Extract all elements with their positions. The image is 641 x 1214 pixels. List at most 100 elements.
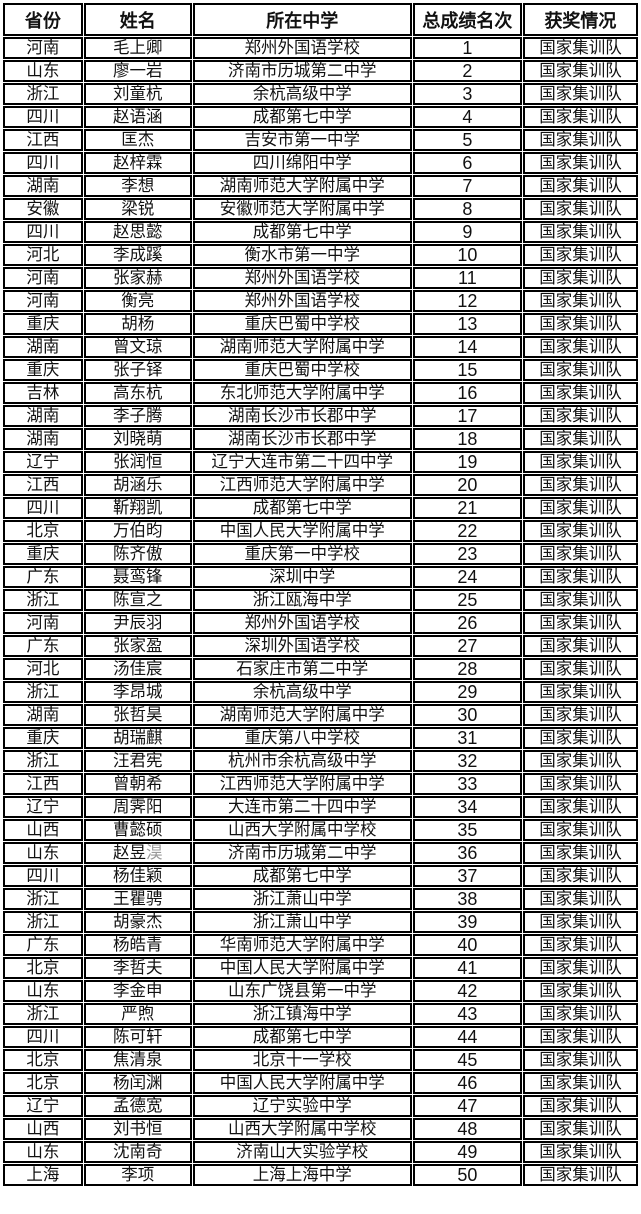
table-row: 北京 万伯昀 中国人民大学附属中学 22 国家集训队 [3, 520, 638, 542]
name-cell: 李项 [83, 1164, 192, 1186]
rank-cell: 42 [412, 980, 522, 1002]
school-cell: 济南山大实验学校 [192, 1141, 412, 1163]
school-cell: 深圳外国语学校 [192, 635, 412, 657]
award-cell: 国家集训队 [522, 1164, 638, 1186]
school-cell: 杭州市余杭高级中学 [192, 750, 412, 772]
award-cell: 国家集训队 [522, 497, 638, 519]
school-cell: 中国人民大学附属中学 [192, 520, 412, 542]
province-cell: 山西 [3, 819, 83, 841]
table-row: 北京 李哲夫 中国人民大学附属中学 41 国家集训队 [3, 957, 638, 979]
school-cell: 浙江萧山中学 [192, 911, 412, 933]
award-cell: 国家集训队 [522, 83, 638, 105]
province-cell: 北京 [3, 957, 83, 979]
table-row: 四川 陈可轩 成都第七中学 44 国家集训队 [3, 1026, 638, 1048]
school-cell: 重庆巴蜀中学校 [192, 313, 412, 335]
table-row: 山东 沈南奇 济南山大实验学校 49 国家集训队 [3, 1141, 638, 1163]
student-name: 汤佳宸 [113, 659, 163, 678]
award-cell: 国家集训队 [522, 888, 638, 910]
student-name: 李成蹊 [113, 245, 163, 264]
rank-cell: 11 [412, 267, 522, 289]
student-name: 张家盈 [113, 636, 163, 655]
student-name: 赵昱 [113, 843, 146, 862]
province-cell: 浙江 [3, 83, 83, 105]
province-cell: 山东 [3, 842, 83, 864]
student-name: 陈齐傲 [113, 544, 163, 563]
student-name: 刘书恒 [113, 1119, 163, 1138]
rank-cell: 22 [412, 520, 522, 542]
name-cell: 杨闰渊 [83, 1072, 192, 1094]
rank-cell: 4 [412, 106, 522, 128]
student-name: 张家赫 [113, 268, 163, 287]
rank-cell: 50 [412, 1164, 522, 1186]
province-cell: 北京 [3, 520, 83, 542]
province-cell: 广东 [3, 566, 83, 588]
rank-cell: 7 [412, 175, 522, 197]
school-cell: 湖南师范大学附属中学 [192, 175, 412, 197]
school-cell: 湖南长沙市长郡中学 [192, 405, 412, 427]
province-cell: 河南 [3, 267, 83, 289]
name-cell: 靳翔凯 [83, 497, 192, 519]
school-cell: 湖南师范大学附属中学 [192, 704, 412, 726]
student-name: 胡瑞麒 [113, 728, 163, 747]
table-row: 河北 李成蹊 衡水市第一中学 10 国家集训队 [3, 244, 638, 266]
province-cell: 辽宁 [3, 796, 83, 818]
student-name: 焦清泉 [113, 1050, 163, 1069]
school-cell: 济南市历城第二中学 [192, 842, 412, 864]
results-table-body: 河南 毛上卿 郑州外国语学校 1 国家集训队 山东 廖一岩 济南市历城第二中学 2 国家集训队 浙江… [3, 37, 638, 1186]
name-cell: 李昂城 [83, 681, 192, 703]
rank-cell: 5 [412, 129, 522, 151]
rank-cell: 21 [412, 497, 522, 519]
school-cell: 郑州外国语学校 [192, 267, 412, 289]
rank-cell: 23 [412, 543, 522, 565]
province-cell: 山西 [3, 1118, 83, 1140]
award-cell: 国家集训队 [522, 106, 638, 128]
rank-cell: 13 [412, 313, 522, 335]
name-cell: 陈宣之 [83, 589, 192, 611]
school-cell: 山东广饶县第一中学 [192, 980, 412, 1002]
award-cell: 国家集训队 [522, 428, 638, 450]
province-cell: 河南 [3, 612, 83, 634]
table-row: 四川 赵梓霖 四川绵阳中学 6 国家集训队 [3, 152, 638, 174]
rank-cell: 46 [412, 1072, 522, 1094]
province-cell: 浙江 [3, 1003, 83, 1025]
award-cell: 国家集训队 [522, 704, 638, 726]
award-cell: 国家集训队 [522, 612, 638, 634]
rank-cell: 44 [412, 1026, 522, 1048]
table-row: 浙江 汪君宪 杭州市余杭高级中学 32 国家集训队 [3, 750, 638, 772]
award-cell: 国家集训队 [522, 842, 638, 864]
rank-cell: 40 [412, 934, 522, 956]
province-cell: 北京 [3, 1072, 83, 1094]
award-cell: 国家集训队 [522, 980, 638, 1002]
name-cell: 匡杰 [83, 129, 192, 151]
name-cell: 王瞿骋 [83, 888, 192, 910]
name-cell: 赵语涵 [83, 106, 192, 128]
table-row: 河南 衡亮 郑州外国语学校 12 国家集训队 [3, 290, 638, 312]
school-cell: 郑州外国语学校 [192, 290, 412, 312]
name-cell: 汪君宪 [83, 750, 192, 772]
student-name: 李子腾 [113, 406, 163, 425]
rank-cell: 36 [412, 842, 522, 864]
award-cell: 国家集训队 [522, 566, 638, 588]
school-cell: 上海上海中学 [192, 1164, 412, 1186]
name-cell: 李子腾 [83, 405, 192, 427]
school-cell: 石家庄市第二中学 [192, 658, 412, 680]
rank-cell: 39 [412, 911, 522, 933]
name-cell: 廖一岩 [83, 60, 192, 82]
province-cell: 浙江 [3, 589, 83, 611]
school-cell: 安徽师范大学附属中学 [192, 198, 412, 220]
award-cell: 国家集训队 [522, 198, 638, 220]
table-row: 北京 焦清泉 北京十一学校 45 国家集训队 [3, 1049, 638, 1071]
student-name: 李项 [121, 1165, 155, 1184]
name-cell: 张哲昊 [83, 704, 192, 726]
province-cell: 浙江 [3, 681, 83, 703]
province-cell: 湖南 [3, 405, 83, 427]
rank-cell: 34 [412, 796, 522, 818]
table-row: 湖南 李子腾 湖南长沙市长郡中学 17 国家集训队 [3, 405, 638, 427]
province-cell: 重庆 [3, 313, 83, 335]
table-row: 辽宁 周霁阳 大连市第二十四中学 34 国家集训队 [3, 796, 638, 818]
rank-cell: 37 [412, 865, 522, 887]
school-cell: 浙江萧山中学 [192, 888, 412, 910]
rank-cell: 1 [412, 37, 522, 59]
award-cell: 国家集训队 [522, 819, 638, 841]
province-cell: 山东 [3, 60, 83, 82]
